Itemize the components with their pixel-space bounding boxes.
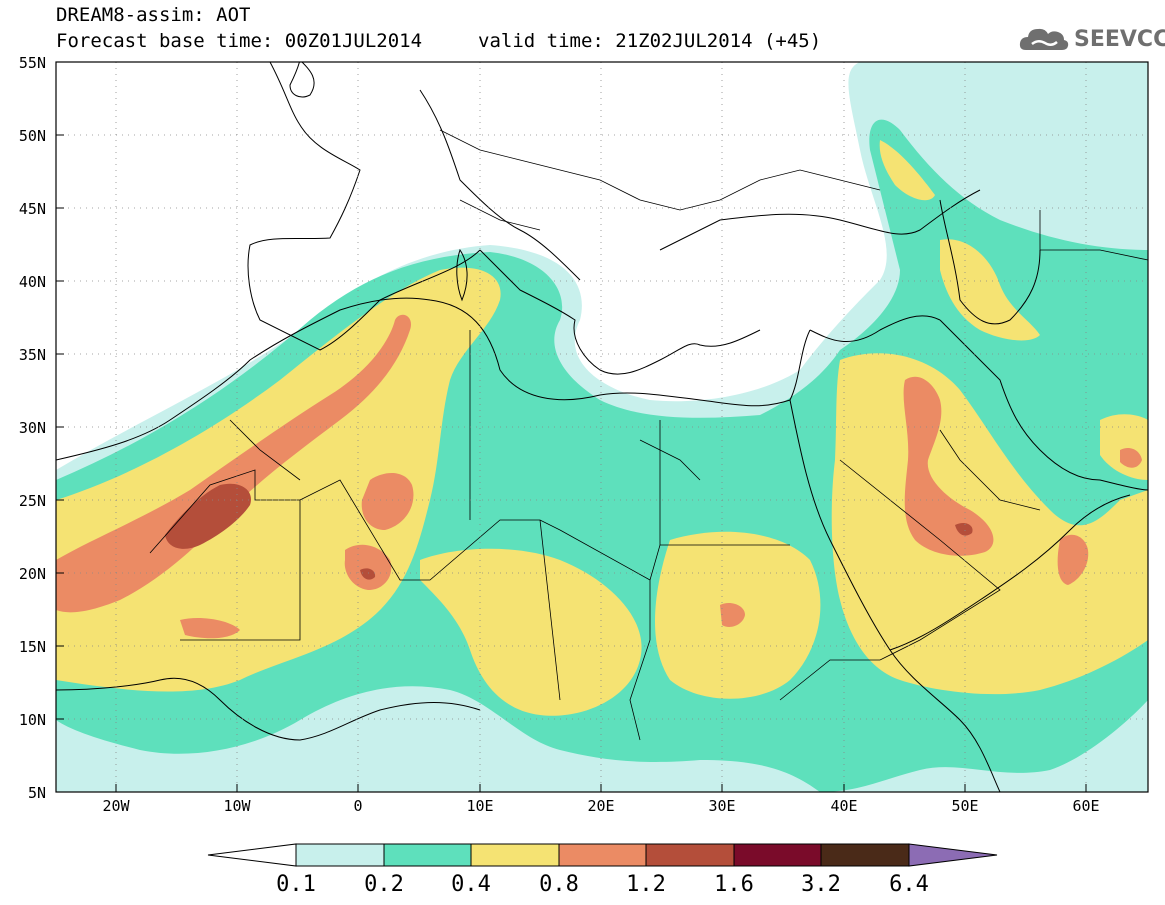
colorbar-label: 1.2 <box>626 872 666 897</box>
colorbar-labels: 0.1 0.2 0.4 0.8 1.2 1.6 3.2 6.4 <box>276 872 929 897</box>
lat-label: 5N <box>28 784 46 802</box>
gridlines <box>56 62 1148 792</box>
lat-label: 30N <box>19 419 46 437</box>
colorbar <box>207 843 998 867</box>
seevccc-logo: SEEVCCC <box>1018 22 1165 56</box>
colorbar-label: 0.1 <box>276 872 316 897</box>
country-borders <box>149 129 1148 741</box>
colorbar-swatch <box>645 843 735 867</box>
logo-text: SEEVCCC <box>1074 26 1165 52</box>
lon-label: 30E <box>708 797 735 815</box>
colorbar-low-arrow <box>207 843 297 867</box>
colorbar-label: 1.6 <box>714 872 754 897</box>
lat-label: 25N <box>19 492 46 510</box>
lat-label: 45N <box>19 200 46 218</box>
lon-label: 10W <box>223 797 251 815</box>
lon-label: 0 <box>353 797 362 815</box>
lat-label: 50N <box>19 127 46 145</box>
colorbar-swatch <box>383 843 472 867</box>
colorbar-swatch <box>733 843 822 867</box>
forecast-base-time: Forecast base time: 00Z01JUL2014 <box>56 30 423 52</box>
colorbar-label: 0.8 <box>539 872 579 897</box>
colorbar-high-arrow <box>908 843 998 867</box>
longitude-labels: 20W 10W 0 10E 20E 30E 40E 50E 60E <box>102 797 1099 815</box>
lon-label: 10E <box>466 797 493 815</box>
cloud-icon <box>1019 28 1069 50</box>
lat-label: 20N <box>19 565 46 583</box>
lat-label: 55N <box>19 54 46 72</box>
lat-label: 10N <box>19 711 46 729</box>
lon-label: 40E <box>830 797 857 815</box>
colorbar-swatch <box>295 843 385 867</box>
colorbar-swatch <box>558 843 647 867</box>
axis-ticks <box>56 134 1087 792</box>
lat-label: 15N <box>19 638 46 656</box>
lon-label: 60E <box>1072 797 1099 815</box>
lat-label: 40N <box>19 273 46 291</box>
colorbar-swatch <box>820 843 910 867</box>
lon-label: 20W <box>102 797 130 815</box>
map-title: DREAM8-assim: AOT <box>56 4 251 26</box>
latitude-labels: 55N 50N 45N 40N 35N 30N 25N 20N 15N 10N … <box>19 54 46 802</box>
colorbar-label: 0.2 <box>364 872 404 897</box>
colorbar-swatch <box>470 843 560 867</box>
lat-label: 35N <box>19 346 46 364</box>
colorbar-label: 6.4 <box>889 872 929 897</box>
lon-label: 20E <box>587 797 614 815</box>
lon-label: 50E <box>951 797 978 815</box>
coastlines <box>56 62 1148 792</box>
colorbar-label: 0.4 <box>451 872 491 897</box>
colorbar-label: 3.2 <box>801 872 841 897</box>
aot-field <box>56 62 1148 792</box>
valid-time: valid time: 21Z02JUL2014 (+45) <box>478 30 822 52</box>
